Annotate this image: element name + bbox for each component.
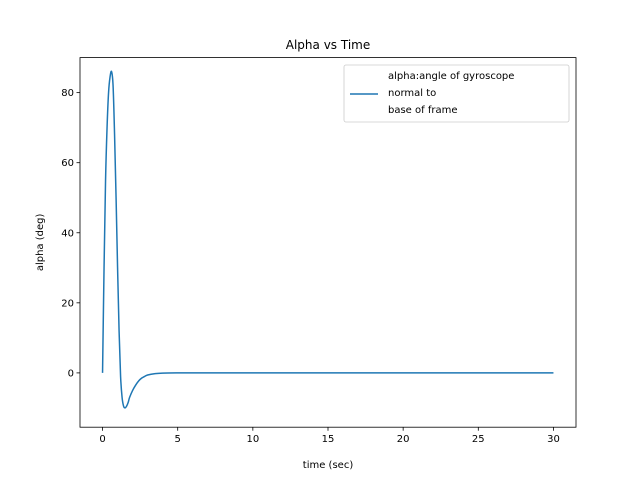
y-axis-label: alpha (deg) [35, 214, 46, 272]
x-tick-label: 20 [397, 434, 410, 445]
x-tick-label: 10 [246, 434, 259, 445]
y-tick-label: 80 [61, 88, 74, 99]
legend-box [343, 64, 570, 123]
y-tick-label: 20 [61, 298, 74, 309]
axes-frame [79, 57, 577, 428]
y-tick-label: 40 [61, 228, 74, 239]
legend-label-line-3: base of frame [388, 105, 458, 116]
tick-group: 0 5 10 15 20 25 30 0 20 40 60 80 [61, 88, 560, 445]
series-line [101, 70, 554, 409]
x-tick-label: 30 [547, 434, 560, 445]
series-layer [101, 70, 554, 409]
x-tick-label: 15 [322, 434, 335, 445]
legend-label-line-2: normal to [388, 88, 436, 99]
y-tick-label: 0 [68, 368, 74, 379]
legend-label-line-1: alpha:angle of gyroscope [388, 71, 514, 82]
chart-title: Alpha vs Time [286, 38, 370, 52]
x-tick-label: 0 [99, 434, 105, 445]
legend: alpha:angle of gyroscope normal to base … [343, 64, 570, 123]
x-axis-label: time (sec) [303, 460, 354, 471]
x-tick-label: 5 [175, 434, 181, 445]
x-tick-label: 25 [472, 434, 485, 445]
y-tick-label: 60 [61, 158, 74, 169]
